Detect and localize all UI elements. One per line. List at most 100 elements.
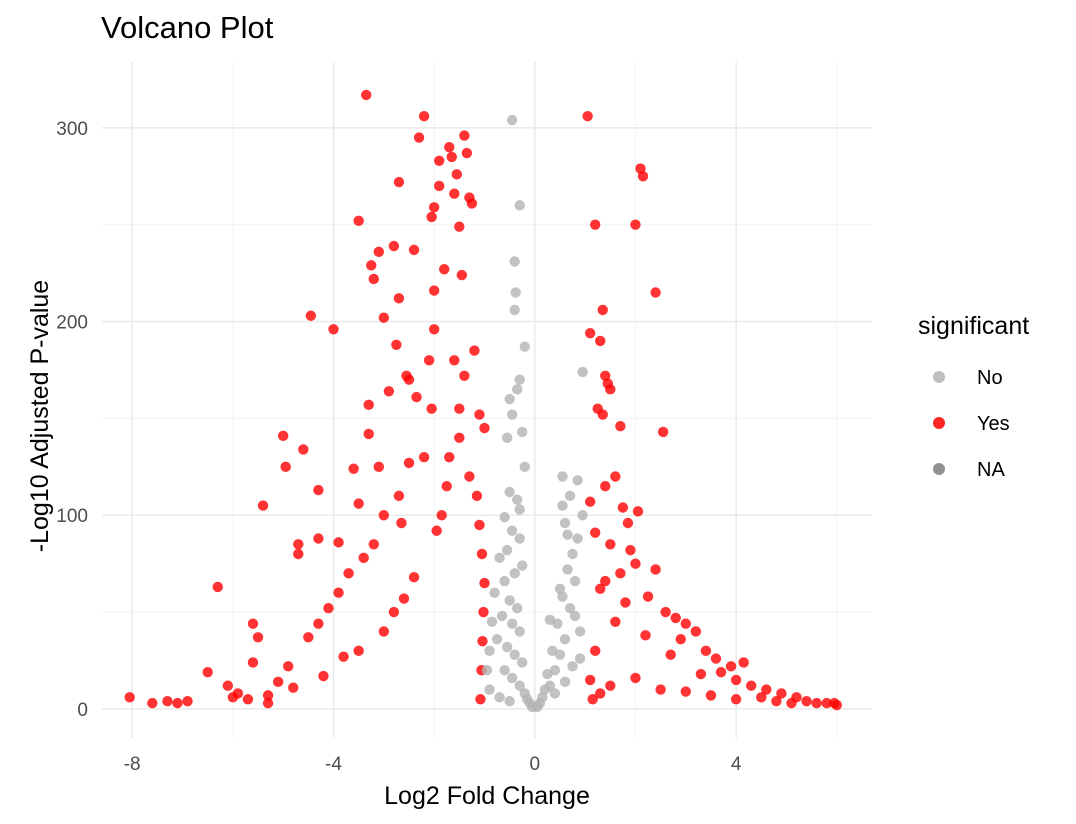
data-point-yes <box>642 591 654 602</box>
data-point-yes <box>738 657 749 668</box>
data-point-yes <box>358 552 369 564</box>
data-point-no <box>514 200 525 211</box>
data-point-no <box>549 688 561 699</box>
data-point-yes <box>610 616 621 627</box>
data-point-yes <box>449 188 460 199</box>
data-point-yes <box>124 692 135 703</box>
x-tick-label: -8 <box>124 754 141 775</box>
y-tick-label: 100 <box>56 506 88 527</box>
data-point-yes <box>147 697 158 709</box>
data-point-yes <box>388 606 400 618</box>
data-point-yes <box>393 490 405 502</box>
data-point-yes <box>428 202 440 213</box>
data-point-yes <box>426 211 437 223</box>
data-point-yes <box>756 692 767 703</box>
data-point-yes <box>398 593 410 604</box>
data-point-yes <box>451 169 463 180</box>
legend-label-no: No <box>977 367 1003 389</box>
data-point-yes <box>277 430 289 442</box>
data-point-yes <box>680 618 691 629</box>
data-point-no <box>577 510 588 521</box>
data-point-yes <box>660 606 671 618</box>
data-point-no <box>484 645 495 657</box>
data-point-yes <box>353 645 364 657</box>
data-point-yes <box>444 451 455 463</box>
data-point-yes <box>605 539 616 550</box>
data-point-yes <box>590 645 601 657</box>
data-point-yes <box>373 461 384 473</box>
data-point-no <box>559 517 571 529</box>
data-point-yes <box>283 661 294 672</box>
data-point-yes <box>408 572 420 583</box>
data-point-yes <box>650 287 661 298</box>
data-point-yes <box>587 694 598 705</box>
data-point-yes <box>466 198 478 209</box>
data-point-no <box>486 616 498 627</box>
grid-major <box>102 62 872 738</box>
data-point-yes <box>695 668 707 680</box>
data-point-no <box>511 603 523 614</box>
data-point-yes <box>471 490 483 502</box>
data-point-no <box>517 426 528 438</box>
data-point-yes <box>625 544 636 556</box>
data-point-no <box>484 684 495 695</box>
x-tick-label: 0 <box>530 754 541 775</box>
data-point-yes <box>454 432 465 443</box>
data-point-yes <box>242 694 254 705</box>
data-point-no <box>504 486 515 498</box>
data-point-no <box>501 544 513 556</box>
data-point-yes <box>298 444 309 455</box>
data-point-no <box>567 661 578 672</box>
data-point-yes <box>475 694 486 705</box>
data-point-yes <box>630 558 641 569</box>
data-point-yes <box>590 219 601 230</box>
data-point-yes <box>597 409 608 420</box>
data-point-yes <box>343 568 354 579</box>
data-point-no <box>509 568 520 579</box>
data-point-yes <box>597 304 608 316</box>
data-point-yes <box>403 374 415 385</box>
data-point-no <box>489 587 500 598</box>
data-point-yes <box>761 684 772 695</box>
data-point-yes <box>831 699 842 711</box>
data-point-yes <box>280 461 291 473</box>
data-point-no <box>509 256 520 267</box>
series-yes <box>124 89 842 711</box>
data-point-yes <box>600 575 611 587</box>
data-point-yes <box>454 403 465 414</box>
data-point-yes <box>444 142 455 153</box>
data-point-yes <box>690 626 702 637</box>
data-point-yes <box>411 391 422 403</box>
data-point-yes <box>368 273 379 285</box>
data-point-yes <box>617 502 629 513</box>
legend-key-no <box>933 371 945 383</box>
y-tick-label: 200 <box>56 313 88 334</box>
data-point-yes <box>584 674 596 686</box>
data-point-no <box>559 634 571 645</box>
data-point-yes <box>247 618 259 629</box>
data-point-yes <box>227 692 239 703</box>
y-tick-label: 0 <box>77 700 88 721</box>
data-point-yes <box>418 451 430 463</box>
data-point-yes <box>456 269 468 281</box>
data-point-no <box>504 595 515 606</box>
data-point-yes <box>378 510 390 521</box>
data-point-yes <box>630 672 641 684</box>
data-point-yes <box>710 653 722 664</box>
legend-key-yes <box>933 417 945 429</box>
series-no <box>481 114 588 713</box>
data-point-yes <box>333 587 344 598</box>
data-point-yes <box>476 548 488 560</box>
data-point-no <box>562 564 573 575</box>
data-point-no <box>569 575 581 587</box>
data-point-yes <box>433 155 445 166</box>
data-point-no <box>514 680 525 691</box>
data-point-yes <box>303 632 314 643</box>
data-point-yes <box>423 355 435 366</box>
data-point-yes <box>771 695 782 707</box>
data-point-no <box>539 684 551 695</box>
data-point-yes <box>318 670 329 682</box>
legend: significant No Yes NA <box>918 312 1029 481</box>
data-point-no <box>564 490 576 502</box>
